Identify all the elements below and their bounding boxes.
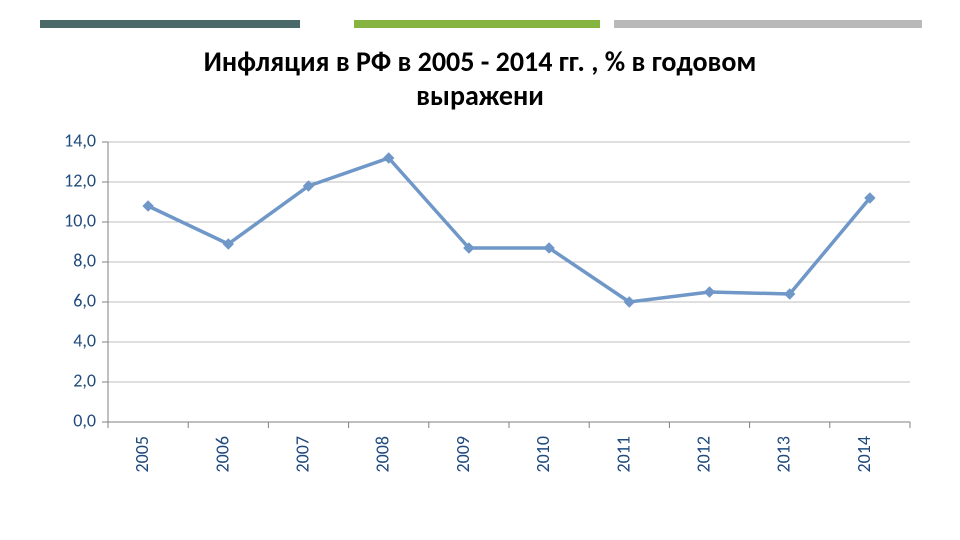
y-tick-label: 2,0 xyxy=(73,369,96,391)
x-tick-label: 2006 xyxy=(211,436,233,473)
chart-title-line: выражени xyxy=(0,79,960,113)
y-tick-label: 4,0 xyxy=(73,329,96,351)
accent-bars xyxy=(0,20,960,28)
accent-bar xyxy=(40,20,300,28)
accent-bar xyxy=(354,20,600,28)
y-tick-label: 12,0 xyxy=(64,169,96,191)
x-tick-label: 2012 xyxy=(693,436,715,473)
accent-bar xyxy=(614,20,922,28)
x-tick-label: 2005 xyxy=(131,436,153,473)
chart-title: Инфляция в РФ в 2005 - 2014 гг. , % в го… xyxy=(0,45,960,113)
chart-container: 0,0 2,0 4,0 6,0 8,0 10,0 12,0 14,0 2005 2006 2007 2… xyxy=(30,130,930,530)
x-tick-label: 2009 xyxy=(452,436,474,473)
y-tick-label: 0,0 xyxy=(73,409,96,431)
y-tick-label: 10,0 xyxy=(64,209,96,231)
x-tick-label: 2008 xyxy=(372,436,394,473)
y-tick-label: 14,0 xyxy=(64,130,96,151)
y-tick-label: 8,0 xyxy=(73,249,96,271)
x-tick-label: 2013 xyxy=(773,436,795,473)
y-tick-label: 6,0 xyxy=(73,289,96,311)
x-tick-label: 2010 xyxy=(532,436,554,473)
x-tick-label: 2014 xyxy=(853,436,875,473)
x-tick-label: 2007 xyxy=(292,436,314,473)
inflation-line-chart: 0,0 2,0 4,0 6,0 8,0 10,0 12,0 14,0 2005 2006 2007 2… xyxy=(30,130,930,530)
x-tick-label: 2011 xyxy=(612,436,634,473)
chart-title-line: Инфляция в РФ в 2005 - 2014 гг. , % в го… xyxy=(0,45,960,79)
